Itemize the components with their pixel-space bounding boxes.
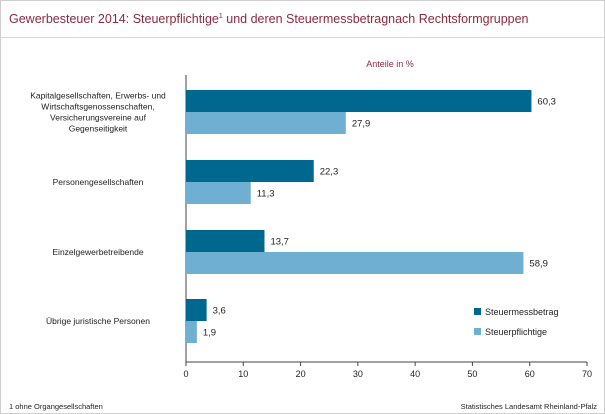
x-tick-label: 60 <box>525 369 535 379</box>
bar-steuerpflichtige <box>186 112 346 134</box>
title-divider <box>0 37 605 38</box>
category-label: Einzelgewerbetreibende <box>52 247 143 257</box>
category-label: Personengesellschaften <box>53 177 144 187</box>
source-note: Statistisches Landesamt Rheinland-Pfalz <box>460 402 597 411</box>
x-tick-label: 70 <box>582 369 592 379</box>
bar-steuermessbetrag <box>186 160 314 182</box>
data-label: 60,3 <box>537 97 556 108</box>
x-tick-label: 50 <box>467 369 477 379</box>
category-label: Übrige juristische Personen <box>46 316 150 326</box>
legend-swatch <box>474 308 481 315</box>
x-tick-label: 20 <box>296 369 306 379</box>
data-label: 27,9 <box>352 119 371 130</box>
x-tick-label: 10 <box>238 369 248 379</box>
x-tick-label: 40 <box>410 369 420 379</box>
bar-steuerpflichtige <box>186 252 524 274</box>
data-label: 58,9 <box>529 259 548 270</box>
data-label: 22,3 <box>320 167 339 178</box>
x-tick-label: 30 <box>353 369 363 379</box>
legend-label: Steuerpflichtige <box>485 327 547 337</box>
data-label: 3,6 <box>213 306 226 317</box>
bar-steuermessbetrag <box>186 230 265 252</box>
legend-swatch <box>474 328 481 335</box>
footnote: 1 ohne Organgesellschaften <box>9 402 103 411</box>
category-label: Versicherungsvereine auf <box>50 113 147 123</box>
x-tick-label: 0 <box>183 369 188 379</box>
category-label: Wirtschaftsgenossenschaften, <box>41 102 154 112</box>
unit-label: Anteile in % <box>366 59 414 69</box>
bar-steuermessbetrag <box>186 90 532 112</box>
category-label: Gegenseitigkeit <box>69 124 128 134</box>
data-label: 11,3 <box>257 189 275 200</box>
chart-title: Gewerbesteuer 2014: Steuerpflichtige1 un… <box>9 12 529 26</box>
legend-label: Steuermessbetrag <box>485 307 559 317</box>
data-label: 1,9 <box>203 328 216 339</box>
data-label: 13,7 <box>270 237 289 248</box>
bar-steuermessbetrag <box>186 299 207 321</box>
bar-steuerpflichtige <box>186 182 251 204</box>
bar-steuerpflichtige <box>186 321 197 343</box>
category-label: Kapitalgesellschaften, Erwerbs- und <box>30 91 166 101</box>
